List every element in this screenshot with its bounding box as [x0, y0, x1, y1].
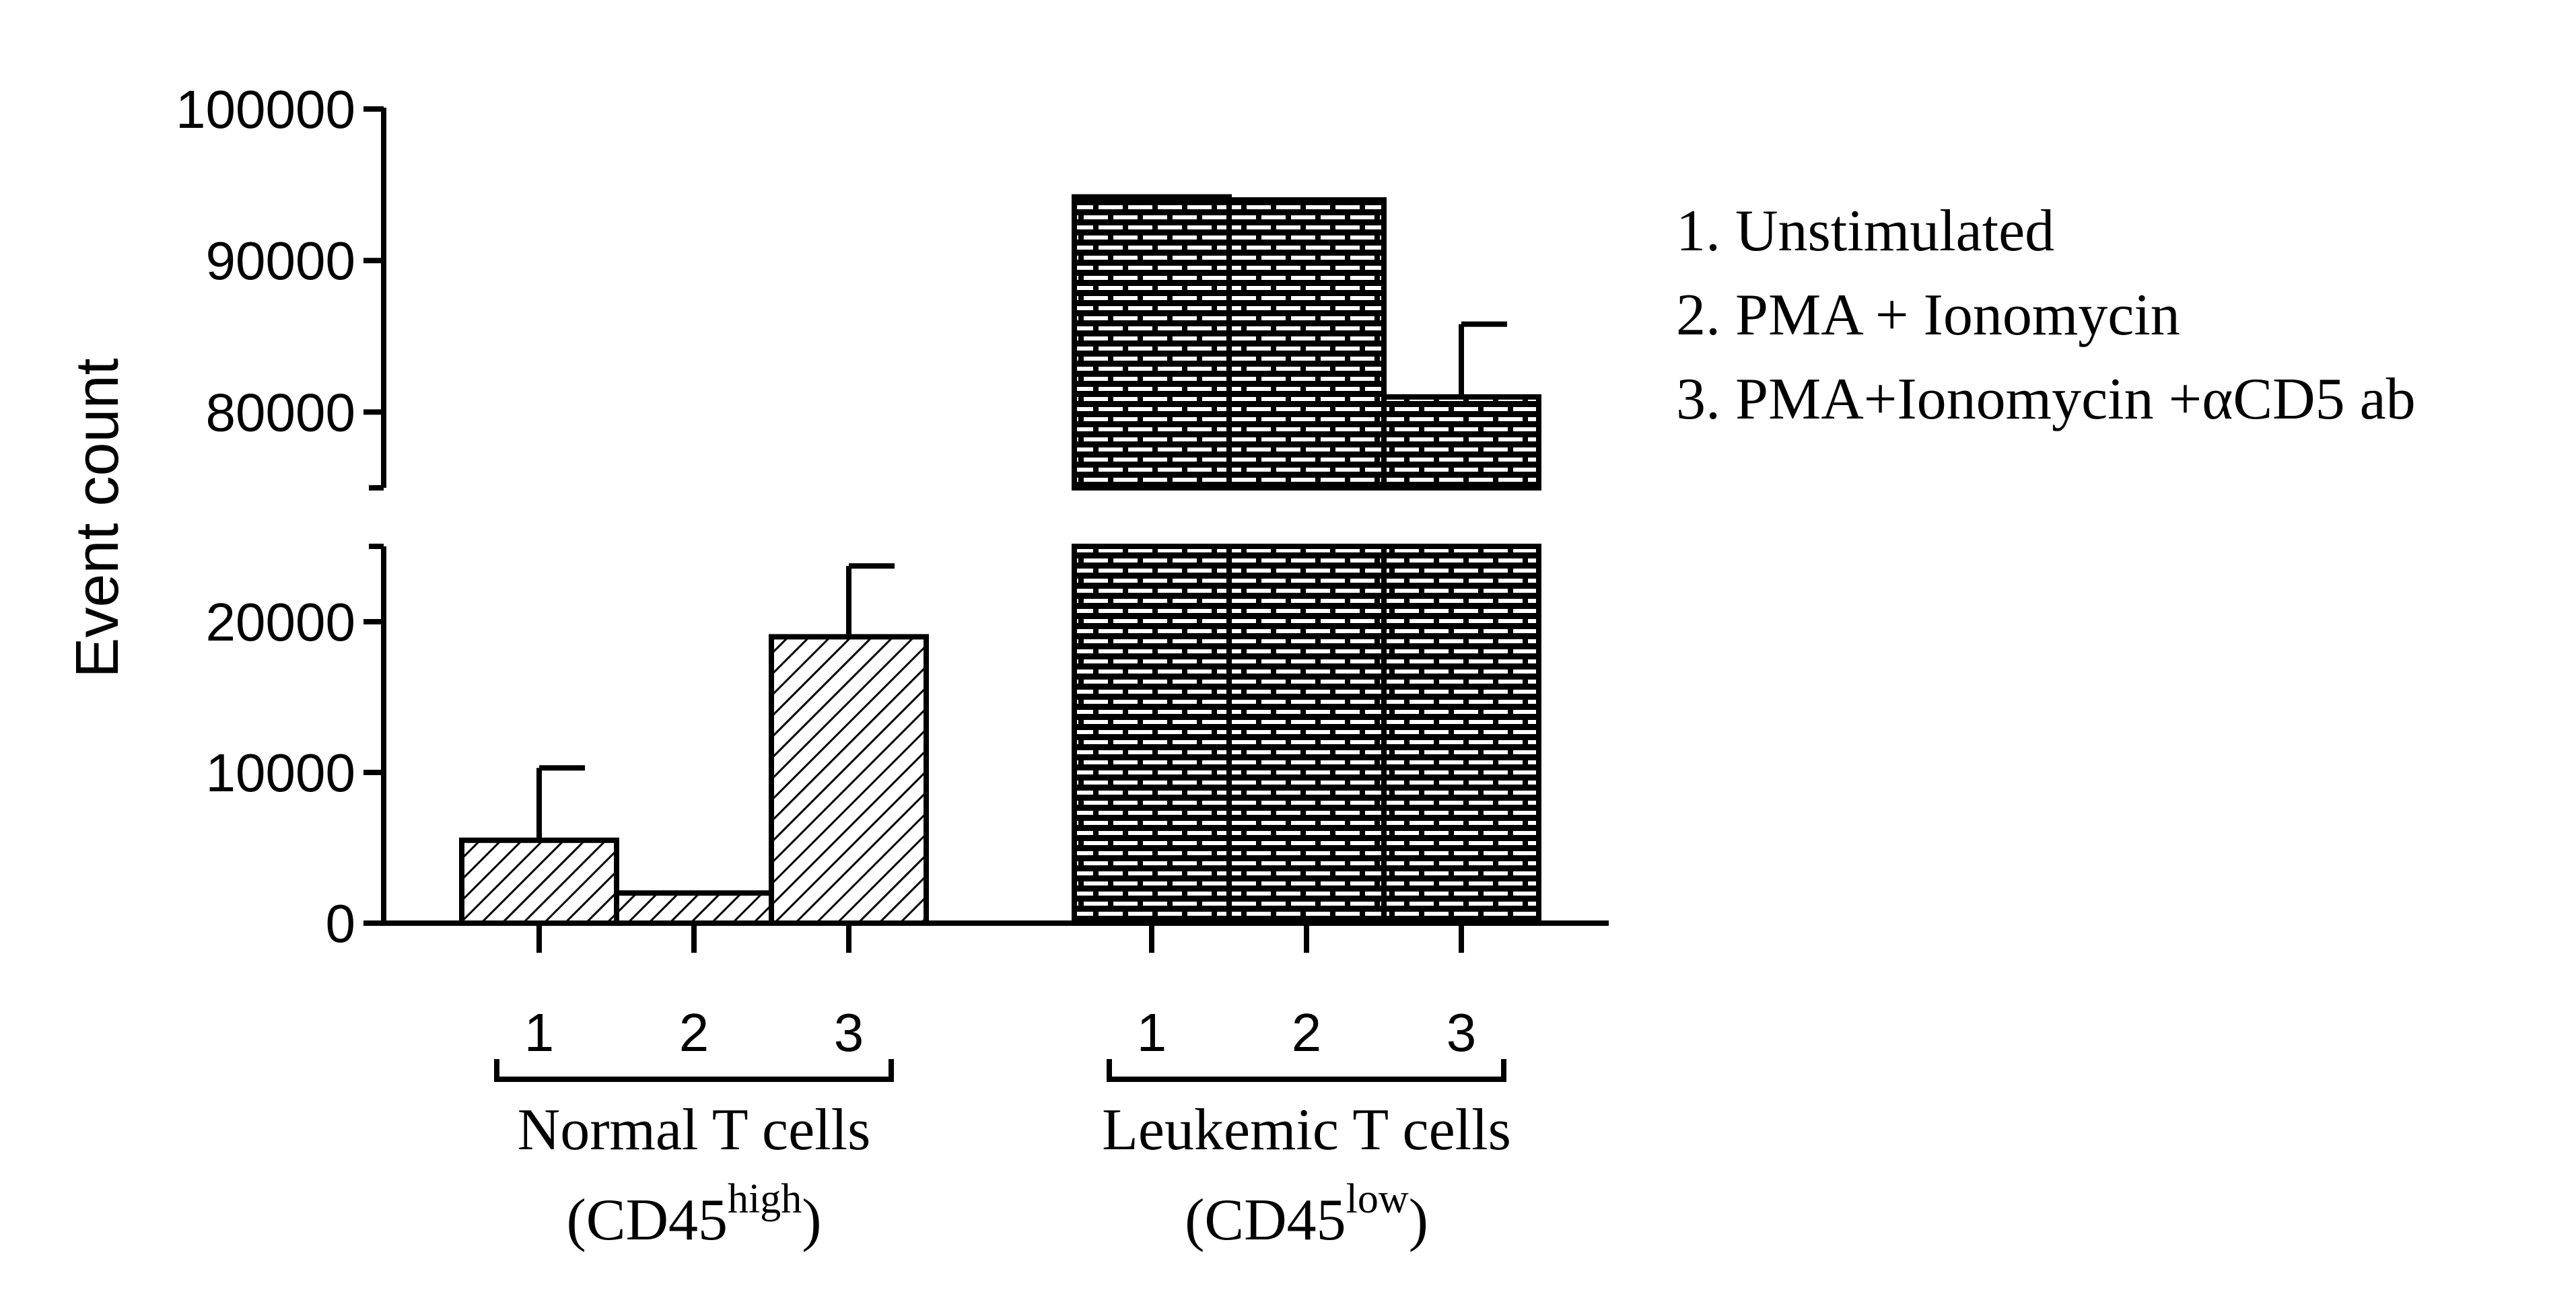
x-tick-label: 1: [1137, 1003, 1167, 1062]
y-tick-label: 80000: [206, 382, 355, 442]
group-label: Leukemic T cells: [1102, 1097, 1511, 1163]
bar-1-0-upper: [1072, 194, 1232, 491]
bar-0-2: [769, 634, 929, 927]
bar-0-1: [614, 890, 774, 926]
group-sublabel: (CD45low): [1185, 1176, 1428, 1253]
axes: 0 10000 20000 80000 90000 100000: [176, 79, 1609, 953]
labels: Event count 1 2 3 Normal T cells (CD45high) 1 2…: [64, 198, 2416, 1253]
bar-0-0: [459, 837, 619, 927]
group-bracket: [494, 1059, 894, 1082]
y-tick-label: 20000: [206, 592, 355, 652]
group-label: Normal T cells: [518, 1097, 871, 1163]
error-bars: [536, 321, 1507, 840]
bar-1-2-lower: [1381, 544, 1541, 926]
x-tick-label: 3: [834, 1003, 864, 1062]
bar-1-0-lower: [1072, 544, 1232, 926]
x-tick-label: 2: [679, 1003, 709, 1062]
legend-entry: 1. Unstimulated: [1676, 198, 2054, 264]
y-tick-label: 10000: [206, 743, 355, 803]
y-tick-label: 0: [326, 894, 356, 953]
group-sublabel: (CD45high): [566, 1176, 821, 1253]
legend-entry: 3. PMA+Ionomycin +αCD5 ab: [1676, 367, 2416, 432]
bar-1-2-upper: [1381, 394, 1541, 491]
legend-entry: 2. PMA + Ionomycin: [1676, 283, 2180, 348]
y-axis-title: Event count: [64, 358, 131, 678]
bars: [459, 194, 1541, 927]
y-tick-label: 90000: [206, 231, 355, 291]
bar-1-1-upper: [1226, 197, 1387, 491]
y-tick-label: 100000: [176, 79, 355, 139]
x-tick-label: 1: [524, 1003, 555, 1062]
bar-1-1-lower: [1226, 544, 1387, 926]
x-tick-label: 3: [1447, 1003, 1477, 1062]
x-tick-label: 2: [1292, 1003, 1322, 1062]
group-bracket: [1107, 1059, 1506, 1082]
